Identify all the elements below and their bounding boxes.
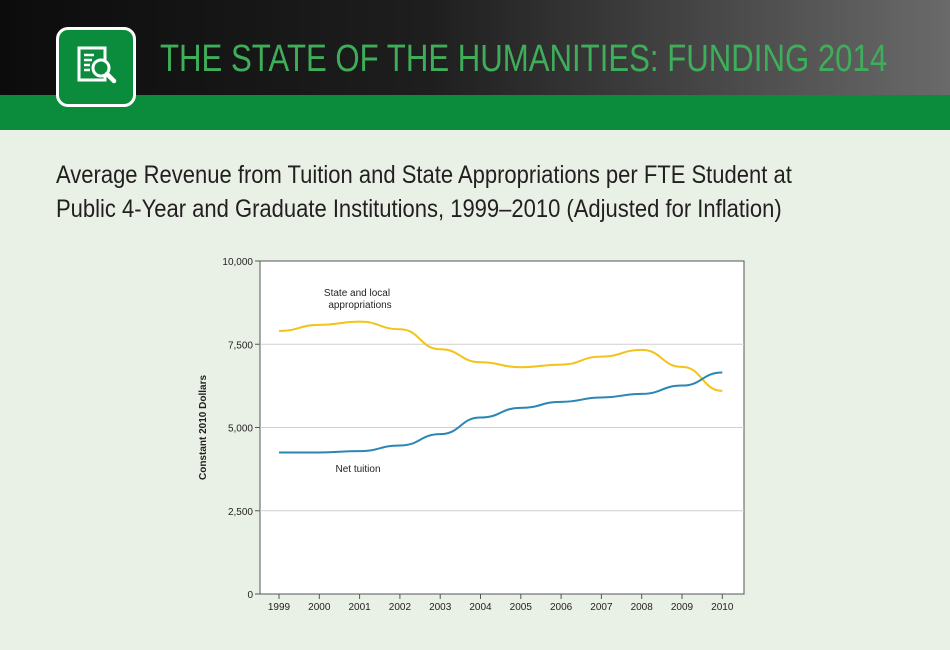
x-tick-label: 2009 [671, 602, 694, 613]
x-tick-label: 2010 [711, 602, 734, 613]
y-tick-label: 10,000 [222, 257, 253, 268]
chart-title-line-2: Public 4-Year and Graduate Institutions,… [56, 195, 782, 223]
state-appropriations-label-line-2: appropriations [328, 300, 391, 311]
state-appropriations-label-line-1: State and local [324, 288, 390, 299]
x-tick-label: 2003 [429, 602, 452, 613]
chart-title: Average Revenue from Tuition and State A… [56, 158, 813, 226]
x-tick-label: 2000 [308, 602, 331, 613]
header-green-bar [0, 95, 950, 130]
document-magnifier-icon [77, 46, 117, 84]
x-tick-label: 2005 [510, 602, 533, 613]
header-banner [0, 0, 950, 95]
y-tick-label: 7,500 [228, 340, 253, 351]
x-tick-label: 2004 [469, 602, 492, 613]
state-appropriations-line [278, 320, 723, 392]
y-tick-label: 0 [247, 590, 253, 601]
x-tick-label: 2002 [389, 602, 412, 613]
x-tick-label: 2008 [631, 602, 654, 613]
y-tick-label: 2,500 [228, 507, 253, 518]
y-axis-label: Constant 2010 Dollars [198, 375, 209, 480]
net-tuition-line [279, 371, 723, 454]
page-title: THE STATE OF THE HUMANITIES: FUNDING 201… [160, 38, 888, 80]
net-tuition-label: Net tuition [335, 464, 380, 475]
x-tick-label: 2007 [590, 602, 613, 613]
y-tick-label: 5,000 [228, 424, 253, 435]
x-tick-label: 1999 [268, 602, 291, 613]
x-tick-label: 2006 [550, 602, 573, 613]
x-tick-label: 2001 [348, 602, 371, 613]
report-logo [56, 27, 136, 107]
chart-title-line-1: Average Revenue from Tuition and State A… [56, 161, 792, 189]
